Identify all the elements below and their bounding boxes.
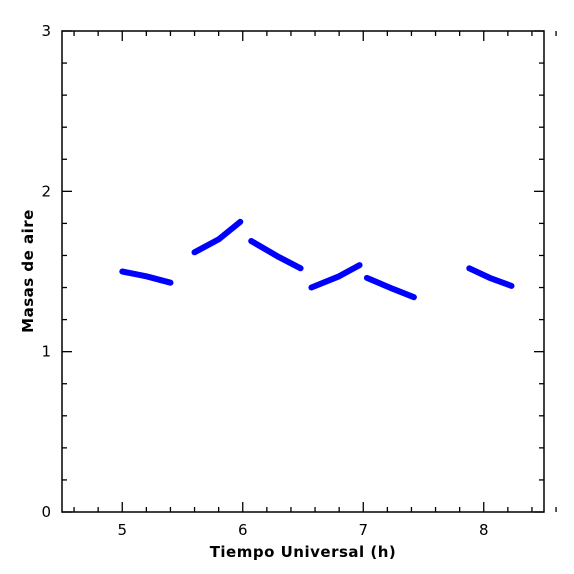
x-tick-label: 7	[358, 521, 368, 539]
y-axis-title: Masas de aire	[19, 209, 37, 333]
airmass-segment-4	[308, 262, 363, 291]
x-tick-label: 8	[479, 521, 489, 539]
airmass-segment-2	[191, 218, 244, 256]
airmass-segment-3	[248, 238, 304, 272]
tick-labels: 5 6 7 8 0 1 2 3	[41, 22, 488, 539]
y-tick-label: 0	[41, 503, 51, 521]
ticks-layer	[62, 30, 557, 513]
x-tick-label: 5	[117, 521, 127, 539]
x-tick-label: 6	[238, 521, 248, 539]
airmass-segment-6	[466, 265, 515, 289]
y-tick-label: 3	[41, 22, 51, 40]
airmass-segment-1	[119, 268, 174, 286]
series-layer	[119, 218, 515, 301]
y-tick-label: 1	[41, 343, 51, 361]
x-axis-title: Tiempo Universal (h)	[210, 543, 397, 561]
plot-frame	[61, 30, 545, 513]
y-tick-label: 2	[41, 182, 51, 200]
airmass-segment-5	[363, 274, 417, 301]
